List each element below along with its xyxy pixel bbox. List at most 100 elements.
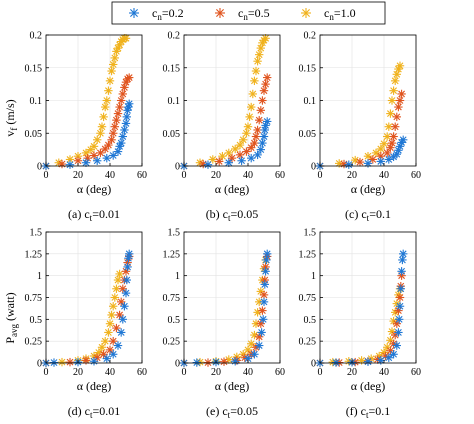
data-point xyxy=(248,89,257,99)
data-point xyxy=(118,132,127,141)
y-tick-label: 0.75 xyxy=(299,293,317,304)
data-point xyxy=(109,350,118,359)
legend-marker-cn_1_0 xyxy=(301,8,311,18)
data-point xyxy=(389,86,398,95)
data-point xyxy=(102,153,111,163)
data-point xyxy=(261,34,270,43)
data-point xyxy=(247,153,256,163)
y-axis-label-power: Pavg (watt) xyxy=(3,292,19,343)
data-point xyxy=(89,142,99,151)
data-point xyxy=(203,358,213,367)
panel-caption: (d) ct=0.01 xyxy=(68,404,121,419)
data-point xyxy=(391,122,400,131)
data-point xyxy=(96,148,105,158)
data-point xyxy=(93,156,102,165)
y-tick-label: 1.5 xyxy=(30,228,43,239)
y-tick-label: 0.75 xyxy=(163,293,181,304)
data-point xyxy=(263,249,272,259)
x-axis-label: α (deg) xyxy=(351,182,386,196)
y-tick-label: 1.25 xyxy=(163,249,181,260)
data-point xyxy=(331,358,341,367)
data-point xyxy=(259,315,268,324)
y-tick-label: 0.5 xyxy=(30,315,43,326)
data-point xyxy=(395,293,405,302)
data-point xyxy=(122,112,131,122)
data-point xyxy=(65,357,75,367)
panel-caption: (f) ct=0.1 xyxy=(346,404,391,419)
y-tick-label: 0.1 xyxy=(30,96,43,107)
y-tick-label: 0.15 xyxy=(163,63,181,74)
data-point xyxy=(112,47,121,56)
data-point xyxy=(99,350,108,359)
series-cn_1_0 xyxy=(315,61,405,171)
data-point xyxy=(398,255,407,265)
x-tick-label: 60 xyxy=(411,170,421,181)
x-tick-label: 0 xyxy=(318,170,323,181)
y-tick-label: 0 xyxy=(175,162,180,173)
x-tick-label: 20 xyxy=(211,170,221,181)
x-tick-label: 60 xyxy=(411,367,421,378)
data-point xyxy=(363,357,373,366)
x-tick-label: 20 xyxy=(73,170,83,181)
data-point xyxy=(107,66,116,76)
data-point xyxy=(121,119,131,128)
data-point xyxy=(392,341,401,350)
data-point xyxy=(120,125,129,135)
data-point xyxy=(81,158,91,167)
panel-b: 0 20 40 60 0 0.05 0.1 0.15 0.2 α (deg) (b) ct=0.05 xyxy=(163,31,286,224)
legend-marker-cn_0_2 xyxy=(129,8,139,18)
panel-f: 0 20 40 60 0 0.25 0.5 0.75 1 1.25 1.5 α (deg) (f) ct… xyxy=(299,228,422,421)
data-point xyxy=(110,53,119,63)
data-point xyxy=(376,157,385,166)
panel-caption: (c) ct=0.1 xyxy=(345,207,391,223)
data-point xyxy=(391,76,400,86)
panel-caption: (b) ct=0.05 xyxy=(206,207,259,223)
data-point xyxy=(256,106,265,115)
y-tick-label: 0.1 xyxy=(304,96,317,107)
x-axis-label: α (deg) xyxy=(215,182,250,196)
x-tick-label: 20 xyxy=(347,367,357,378)
x-axis-label: α (deg) xyxy=(351,379,386,393)
x-tick-label: 60 xyxy=(137,367,147,378)
series-cn_1_0 xyxy=(41,34,131,171)
data-point xyxy=(395,61,405,70)
data-point xyxy=(258,138,267,148)
data-point xyxy=(107,310,116,320)
data-point xyxy=(376,144,385,154)
panel-caption: (e) ct=0.05 xyxy=(206,404,258,419)
y-tick-label: 0.1 xyxy=(168,96,181,107)
data-point xyxy=(224,158,233,167)
data-point xyxy=(125,249,134,259)
data-point xyxy=(101,102,110,112)
data-point xyxy=(259,297,269,307)
data-point xyxy=(110,122,119,131)
legend-box xyxy=(111,1,386,25)
data-point xyxy=(109,151,118,160)
data-point xyxy=(255,50,264,59)
data-point xyxy=(242,147,251,156)
data-point xyxy=(247,143,256,152)
data-point xyxy=(240,353,249,362)
data-point xyxy=(394,328,403,337)
data-point xyxy=(397,89,406,99)
x-tick-label: 40 xyxy=(379,367,389,378)
y-tick-label: 0.2 xyxy=(168,31,181,42)
panel-d: 0 20 40 60 0 0.25 0.5 0.75 1 1.25 1.5 α (deg) (d) ct… xyxy=(25,228,148,421)
y-tick-label: 0 xyxy=(175,359,180,370)
x-tick-label: 60 xyxy=(275,367,285,378)
data-point xyxy=(247,102,256,112)
data-point xyxy=(255,115,264,125)
y-tick-label: 0 xyxy=(37,162,42,173)
legend-label-cn_0_2: cn=0.2 xyxy=(152,6,184,22)
data-point xyxy=(203,160,213,169)
y-tick-label: 0.25 xyxy=(25,337,43,348)
y-tick-label: 1.5 xyxy=(168,228,181,239)
data-point xyxy=(395,315,404,324)
data-point xyxy=(260,280,269,289)
y-tick-label: 0.15 xyxy=(299,63,317,74)
data-point xyxy=(261,79,270,89)
data-point xyxy=(255,341,264,350)
data-point xyxy=(253,150,262,160)
